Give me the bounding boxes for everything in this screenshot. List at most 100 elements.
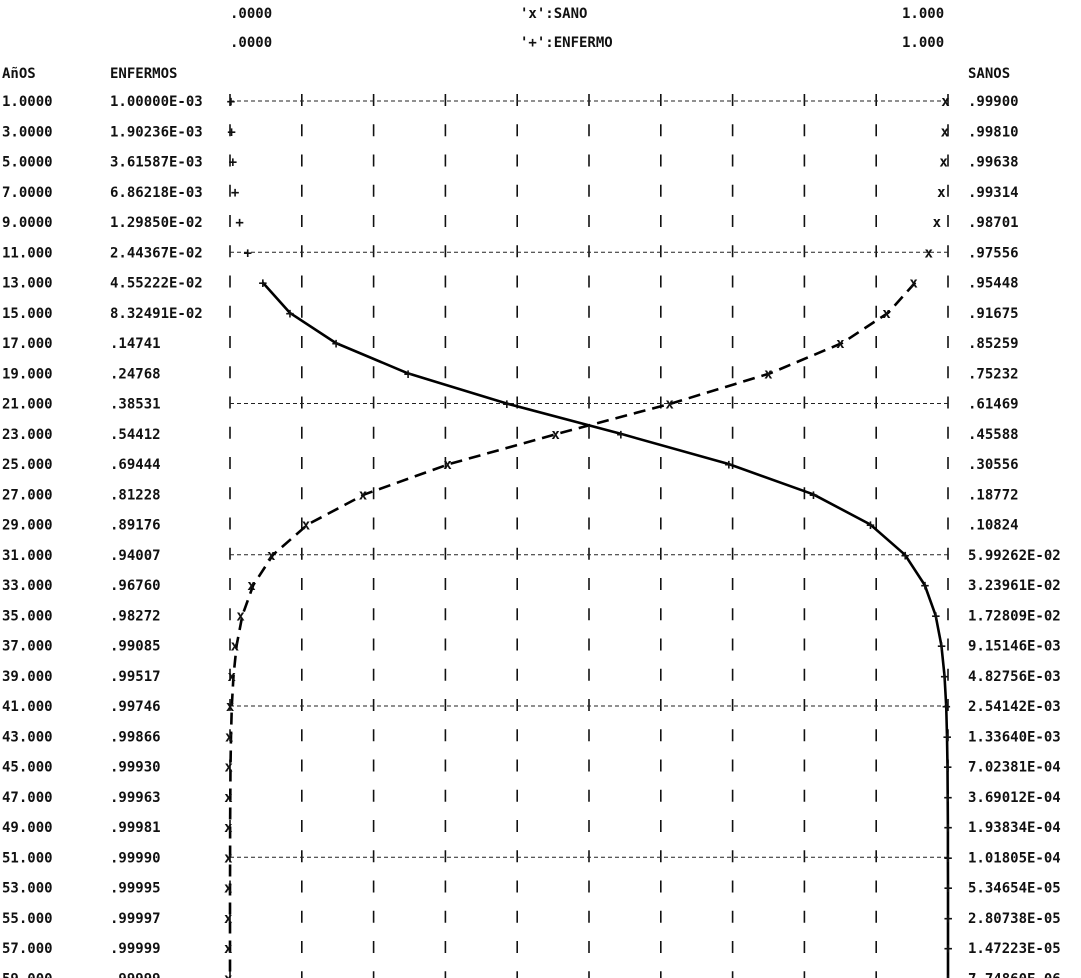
enfermo-point: +: [944, 820, 952, 836]
sano-point: x: [937, 185, 946, 201]
healthy-label: .99314: [968, 185, 1019, 201]
sick-label: .99999: [110, 971, 161, 978]
sano-point: x: [224, 820, 233, 836]
age-label: 19.000: [2, 366, 53, 382]
healthy-label: .75232: [968, 366, 1019, 382]
sick-label: .99517: [110, 669, 161, 685]
enfermo-point: +: [937, 639, 945, 655]
sick-label: .54412: [110, 427, 161, 443]
healthy-label: 2.80738E-05: [968, 911, 1061, 927]
healthy-label: .45588: [968, 427, 1019, 443]
enfermo-point: +: [901, 548, 909, 564]
sano-point: x: [224, 911, 233, 927]
sick-label: 6.86218E-03: [110, 185, 203, 201]
sano-point: x: [224, 881, 233, 897]
age-label: 21.000: [2, 397, 53, 413]
sick-label: 3.61587E-03: [110, 155, 203, 171]
sick-label: .24768: [110, 366, 161, 382]
enfermo-point: +: [503, 397, 511, 413]
column-age-header: AñOS: [2, 66, 36, 82]
age-label: 23.000: [2, 427, 53, 443]
sano-point: x: [882, 306, 891, 322]
enfermo-point: +: [617, 427, 625, 443]
sano-point: x: [302, 518, 311, 534]
healthy-label: 1.01805E-04: [968, 850, 1061, 866]
sano-point: x: [267, 548, 276, 564]
legend-sano: 'x':SANO: [520, 6, 587, 22]
enfermo-point: +: [941, 669, 949, 685]
healthy-label: 3.69012E-04: [968, 790, 1061, 806]
sano-point: x: [836, 336, 845, 352]
age-label: 13.000: [2, 276, 53, 292]
sick-label: .38531: [110, 397, 161, 413]
age-label: 37.000: [2, 639, 53, 655]
age-label: 25.000: [2, 457, 53, 473]
sano-point: x: [443, 457, 452, 473]
enfermo-point: +: [235, 215, 243, 231]
age-label: 45.000: [2, 760, 53, 776]
enfermo-point: +: [944, 911, 952, 927]
enfermo-point: +: [944, 941, 952, 957]
enfermo-curve: [261, 281, 950, 978]
age-label: 53.000: [2, 881, 53, 897]
sano-point: x: [226, 699, 235, 715]
age-label: 49.000: [2, 820, 53, 836]
sick-label: .99990: [110, 850, 161, 866]
enfermo-point: +: [404, 366, 412, 382]
healthy-label: 7.74860E-06: [968, 971, 1061, 978]
sick-label: 1.90236E-03: [110, 124, 203, 140]
row-labels: 1.0000 1.00000E-03 .99900 3.0000 1.90236E-03…: [2, 94, 1061, 978]
age-label: 39.000: [2, 669, 53, 685]
age-label: 9.0000: [2, 215, 53, 231]
sick-label: .99963: [110, 790, 161, 806]
sano-point: x: [225, 729, 234, 745]
sick-label: .94007: [110, 548, 161, 564]
age-label: 55.000: [2, 911, 53, 927]
curves: + x + x + x + x + x + x + x + x + x + x + x + x + x + x + x + x + x + x + x + x…: [224, 94, 952, 978]
sick-label: .99995: [110, 881, 161, 897]
healthy-label: 1.47223E-05: [968, 941, 1061, 957]
sano-curve: [228, 281, 917, 978]
enfermo-point: +: [942, 699, 950, 715]
healthy-label: .98701: [968, 215, 1019, 231]
enfermo-point: +: [866, 518, 874, 534]
enfermo-point: +: [229, 155, 237, 171]
sick-label: .99999: [110, 941, 161, 957]
healthy-label: 4.82756E-03: [968, 669, 1061, 685]
sano-point: x: [236, 608, 245, 624]
max-label-2: 1.000: [902, 35, 944, 51]
sick-label: 8.32491E-02: [110, 306, 203, 322]
healthy-label: 1.33640E-03: [968, 729, 1061, 745]
age-label: 15.000: [2, 306, 53, 322]
sick-label: .69444: [110, 457, 161, 473]
sano-point: x: [939, 155, 948, 171]
sano-point: x: [231, 639, 240, 655]
sano-point: x: [941, 124, 950, 140]
column-sick-header: ENFERMOS: [110, 66, 177, 82]
sano-point: x: [933, 215, 942, 231]
healthy-label: 1.93834E-04: [968, 820, 1061, 836]
sano-point: x: [225, 760, 234, 776]
enfermo-point: +: [286, 306, 294, 322]
enfermo-point: +: [244, 245, 252, 261]
plot-grid: [229, 94, 949, 978]
sano-point: x: [359, 487, 368, 503]
sick-label: 1.29850E-02: [110, 215, 203, 231]
sick-label: .81228: [110, 487, 161, 503]
age-label: 43.000: [2, 729, 53, 745]
sick-label: 1.00000E-03: [110, 94, 203, 110]
healthy-label: .97556: [968, 245, 1019, 261]
sick-label: .99746: [110, 699, 161, 715]
age-label: 29.000: [2, 518, 53, 534]
age-label: 1.0000: [2, 94, 53, 110]
min-label-1: .0000: [230, 6, 272, 22]
age-label: 35.000: [2, 608, 53, 624]
sano-point: x: [224, 971, 233, 978]
age-label: 41.000: [2, 699, 53, 715]
enfermo-point: +: [809, 487, 817, 503]
healthy-label: 1.72809E-02: [968, 608, 1061, 624]
sano-point: x: [227, 669, 236, 685]
healthy-label: 3.23961E-02: [968, 578, 1061, 594]
sick-label: .14741: [110, 336, 161, 352]
